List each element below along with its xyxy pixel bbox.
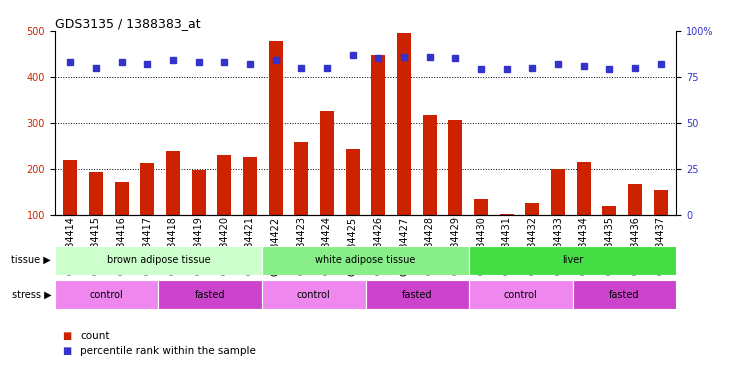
Bar bbox=[572, 280, 676, 309]
Bar bbox=[295, 142, 308, 215]
Bar bbox=[115, 182, 129, 215]
Bar bbox=[423, 114, 436, 215]
Bar bbox=[55, 280, 159, 309]
Bar bbox=[140, 163, 154, 215]
Bar bbox=[89, 172, 103, 215]
Text: control: control bbox=[90, 290, 124, 300]
Bar bbox=[166, 151, 180, 215]
Bar bbox=[192, 170, 205, 215]
Bar bbox=[268, 41, 283, 215]
Text: percentile rank within the sample: percentile rank within the sample bbox=[80, 346, 257, 356]
Text: liver: liver bbox=[562, 255, 583, 265]
Bar bbox=[469, 280, 572, 309]
Bar bbox=[262, 280, 366, 309]
Bar bbox=[602, 206, 616, 215]
Bar bbox=[366, 280, 469, 309]
Text: white adipose tissue: white adipose tissue bbox=[315, 255, 416, 265]
Bar bbox=[551, 169, 565, 215]
Text: control: control bbox=[297, 290, 330, 300]
Bar bbox=[262, 246, 469, 275]
Text: fasted: fasted bbox=[402, 290, 433, 300]
Bar bbox=[320, 111, 334, 215]
Text: GDS3135 / 1388383_at: GDS3135 / 1388383_at bbox=[55, 17, 200, 30]
Bar bbox=[55, 246, 262, 275]
Text: fasted: fasted bbox=[195, 290, 225, 300]
Text: tissue ▶: tissue ▶ bbox=[12, 255, 51, 265]
Text: stress ▶: stress ▶ bbox=[12, 290, 51, 300]
Bar bbox=[654, 190, 668, 215]
Bar bbox=[371, 55, 385, 215]
Text: ■: ■ bbox=[62, 346, 72, 356]
Text: fasted: fasted bbox=[609, 290, 640, 300]
Bar bbox=[217, 155, 231, 215]
Bar bbox=[243, 157, 257, 215]
Text: control: control bbox=[504, 290, 538, 300]
Text: brown adipose tissue: brown adipose tissue bbox=[107, 255, 211, 265]
Bar bbox=[159, 280, 262, 309]
Text: ■: ■ bbox=[62, 331, 72, 341]
Bar bbox=[448, 120, 463, 215]
Text: count: count bbox=[80, 331, 110, 341]
Bar bbox=[474, 199, 488, 215]
Bar bbox=[63, 160, 77, 215]
Bar bbox=[577, 162, 591, 215]
Bar bbox=[526, 203, 539, 215]
Bar bbox=[346, 149, 360, 215]
Bar bbox=[469, 246, 676, 275]
Bar bbox=[500, 214, 514, 215]
Bar bbox=[628, 184, 642, 215]
Bar bbox=[397, 33, 411, 215]
